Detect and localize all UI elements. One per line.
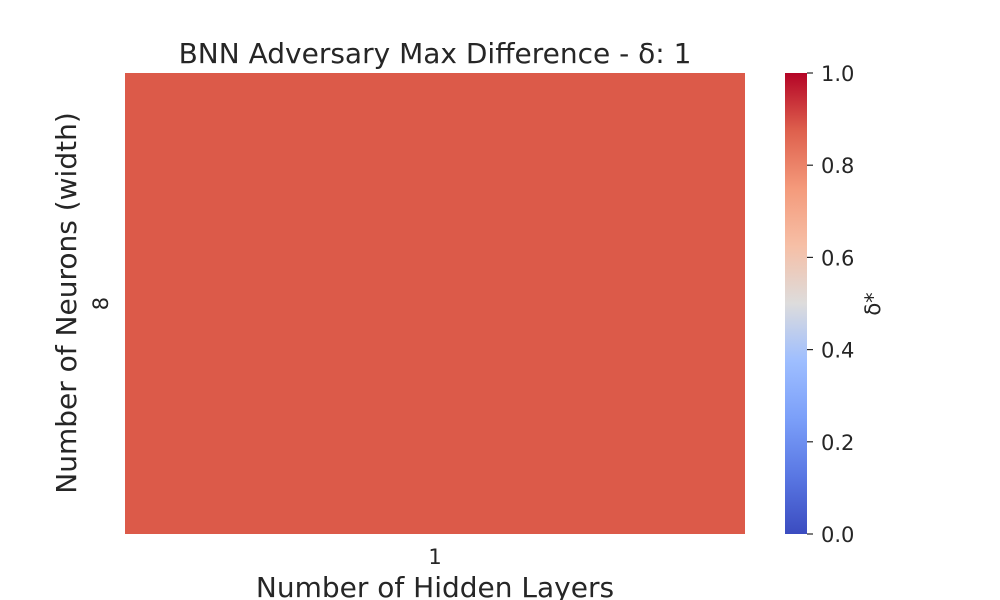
colorbar-tick-label: 0.8 (821, 154, 854, 178)
y-axis-label: Number of Neurons (width) (50, 112, 83, 493)
colorbar-tick-label: 0.6 (821, 246, 854, 270)
x-tick-labels: 1 (428, 545, 441, 569)
heatmap-cell (125, 73, 745, 534)
colorbar-label: δ* (861, 292, 885, 315)
colorbar-tick-label: 0.4 (821, 339, 854, 363)
chart-title: BNN Adversary Max Difference - δ: 1 (179, 37, 692, 70)
heatmap-cells (125, 73, 745, 534)
x-tick-label: 1 (428, 545, 441, 569)
colorbar-tick-label: 1.0 (821, 62, 854, 86)
y-tick-label: 8 (89, 297, 113, 310)
colorbar-tick-label: 0.0 (821, 523, 854, 547)
y-tick-labels: 8 (89, 297, 113, 310)
x-axis-label: Number of Hidden Layers (256, 571, 614, 600)
colorbar (785, 73, 807, 534)
colorbar-ticks: 0.0 0.2 0.4 0.6 0.8 1.0 (807, 62, 854, 547)
colorbar-tick-label: 0.2 (821, 431, 854, 455)
